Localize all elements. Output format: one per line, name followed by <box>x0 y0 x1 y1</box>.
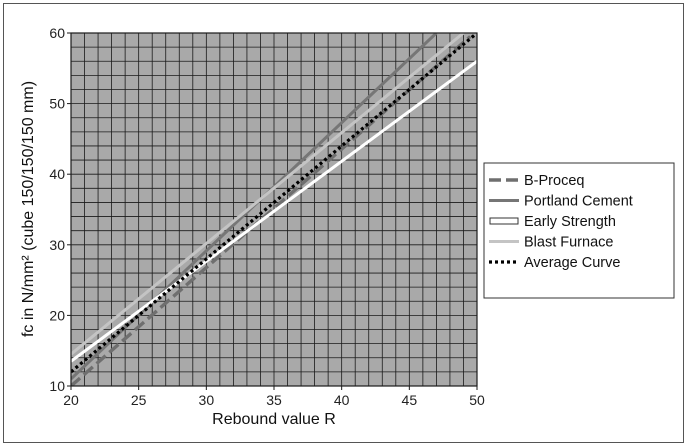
x-axis-ticks: 20 25 30 35 40 45 50 <box>63 386 485 408</box>
legend-label-early-strength: Early Strength <box>524 214 616 230</box>
legend: B-Proceq Portland Cement Early Strength Bla… <box>483 162 675 299</box>
x-tick-label: 30 <box>199 392 215 408</box>
legend-label-average-curve: Average Curve <box>524 255 620 271</box>
legend-label-b-proceq: B-Proceq <box>524 173 584 189</box>
y-tick-label: 30 <box>49 237 65 253</box>
legend-box <box>483 162 675 299</box>
legend-swatch-early-strength <box>489 217 519 225</box>
legend-label-portland-cement: Portland Cement <box>524 194 633 210</box>
x-tick-label: 50 <box>469 392 485 408</box>
x-tick-label: 20 <box>63 392 79 408</box>
series-line-average-curve <box>71 33 477 374</box>
x-tick-label: 45 <box>402 392 418 408</box>
x-tick-label: 25 <box>131 392 147 408</box>
y-tick-label: 10 <box>49 378 65 394</box>
y-tick-label: 40 <box>49 166 65 182</box>
series-line-blast-furnace <box>71 33 465 356</box>
x-tick-label: 40 <box>334 392 350 408</box>
y-tick-label: 50 <box>49 96 65 112</box>
series-line-early-strength <box>71 60 477 363</box>
x-tick-label: 35 <box>266 392 282 408</box>
y-tick-label: 20 <box>49 307 65 323</box>
series-layer <box>71 33 477 386</box>
legend-label-blast-furnace: Blast Furnace <box>524 235 613 251</box>
y-tick-label: 60 <box>49 25 65 41</box>
y-axis-label: fc in N/mm² (cube 150/150/150 mm) <box>20 81 37 337</box>
y-axis-ticks: 10 20 30 40 50 60 <box>49 25 71 394</box>
x-axis-label: Rebound value R <box>212 411 336 428</box>
